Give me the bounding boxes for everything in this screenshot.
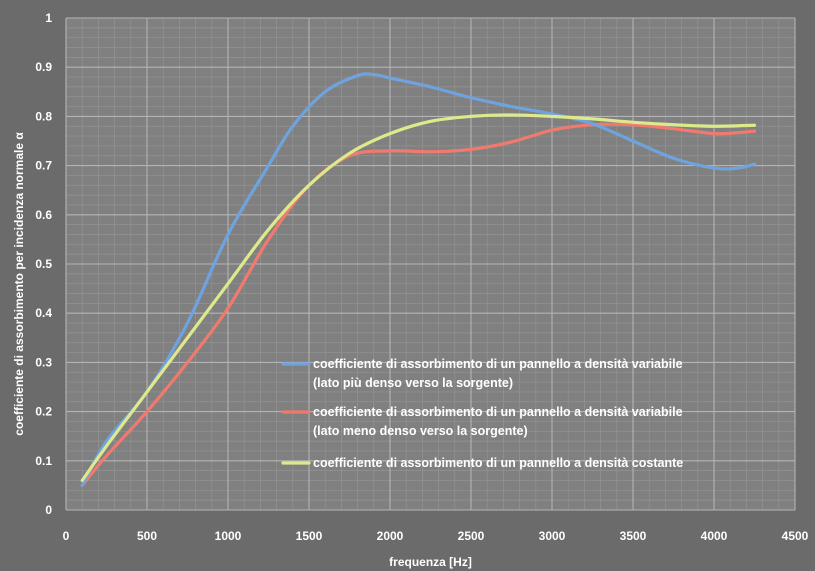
legend-label-3: coefficiente di assorbimento di un panne… [313,456,683,470]
y-tick-label: 0.5 [35,257,52,271]
x-tick-label: 500 [137,529,157,543]
y-axis-ticks: 0 0.1 0.2 0.3 0.4 0.5 0.6 0.7 0.8 0.9 1 [35,11,52,517]
x-tick-label: 1000 [215,529,242,543]
y-tick-label: 0.9 [35,60,52,74]
y-tick-label: 0 [45,503,52,517]
x-tick-label: 3000 [539,529,566,543]
x-axis-ticks: 0 500 1000 1500 2000 2500 3000 3500 4000 4500 [63,529,809,543]
x-tick-label: 4000 [701,529,728,543]
grid [65,17,796,511]
x-tick-label: 4500 [782,529,809,543]
x-tick-label: 2500 [458,529,485,543]
x-axis-label: frequenza [Hz] [389,555,472,569]
y-tick-label: 0.1 [35,454,52,468]
y-tick-label: 0.3 [35,355,52,369]
legend-label-2: (lato meno denso verso la sorgente) [313,424,528,438]
series-lines [80,72,757,487]
y-tick-label: 1 [45,11,52,25]
legend-label-1: (lato più denso verso la sorgente) [313,376,513,390]
series-line-3 [80,113,757,483]
series-line-2 [80,122,757,487]
y-axis-label: coefficiente di assorbimento per inciden… [12,132,26,436]
legend-label-1: coefficiente di assorbimento di un panne… [313,357,683,371]
x-tick-label: 2000 [377,529,404,543]
y-tick-label: 0.2 [35,405,52,419]
x-tick-label: 1500 [296,529,323,543]
series-line-1 [80,72,757,487]
x-tick-label: 3500 [620,529,647,543]
y-tick-label: 0.4 [35,306,52,320]
y-tick-label: 0.6 [35,208,52,222]
x-tick-label: 0 [63,529,70,543]
y-tick-label: 0.7 [35,159,52,173]
legend: coefficiente di assorbimento di un panne… [281,357,683,470]
legend-label-2: coefficiente di assorbimento di un panne… [313,405,683,419]
y-tick-label: 0.8 [35,109,52,123]
